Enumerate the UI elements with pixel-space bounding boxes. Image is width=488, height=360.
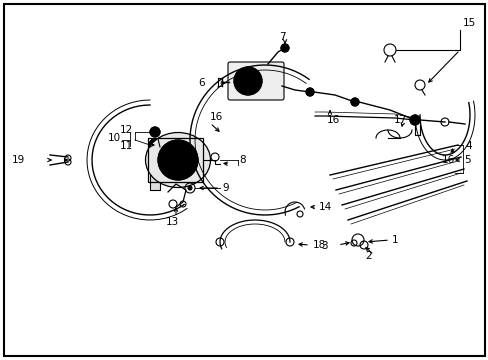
Text: 15: 15 [462, 18, 475, 28]
Circle shape [281, 44, 288, 52]
Text: 14: 14 [318, 202, 331, 212]
Ellipse shape [145, 132, 210, 188]
Text: 4: 4 [464, 141, 470, 151]
Text: 11: 11 [120, 141, 133, 151]
Circle shape [158, 140, 198, 180]
Text: 7: 7 [278, 32, 285, 42]
Circle shape [350, 98, 358, 106]
FancyBboxPatch shape [227, 62, 284, 100]
Text: 6: 6 [198, 78, 204, 88]
Circle shape [187, 186, 192, 190]
Circle shape [305, 88, 313, 96]
Text: 1: 1 [391, 235, 398, 245]
Text: 2: 2 [364, 251, 371, 261]
Text: 16: 16 [441, 155, 454, 165]
Text: 12: 12 [120, 125, 133, 135]
Circle shape [409, 115, 419, 125]
Circle shape [234, 67, 262, 95]
Text: 3: 3 [321, 241, 327, 251]
Text: 16: 16 [326, 115, 340, 125]
Bar [148, 138, 203, 182]
Text: 17: 17 [392, 115, 406, 125]
Text: 5: 5 [463, 155, 469, 165]
Text: 19: 19 [12, 155, 25, 165]
Text: 18: 18 [312, 240, 325, 250]
Text: 13: 13 [165, 217, 178, 227]
Circle shape [244, 78, 250, 84]
Text: 10: 10 [108, 133, 121, 143]
Bar [150, 147, 160, 190]
Text: 8: 8 [239, 155, 245, 165]
Text: 9: 9 [222, 183, 228, 193]
Circle shape [149, 139, 161, 151]
Circle shape [150, 127, 160, 137]
Text: 16: 16 [209, 112, 223, 122]
